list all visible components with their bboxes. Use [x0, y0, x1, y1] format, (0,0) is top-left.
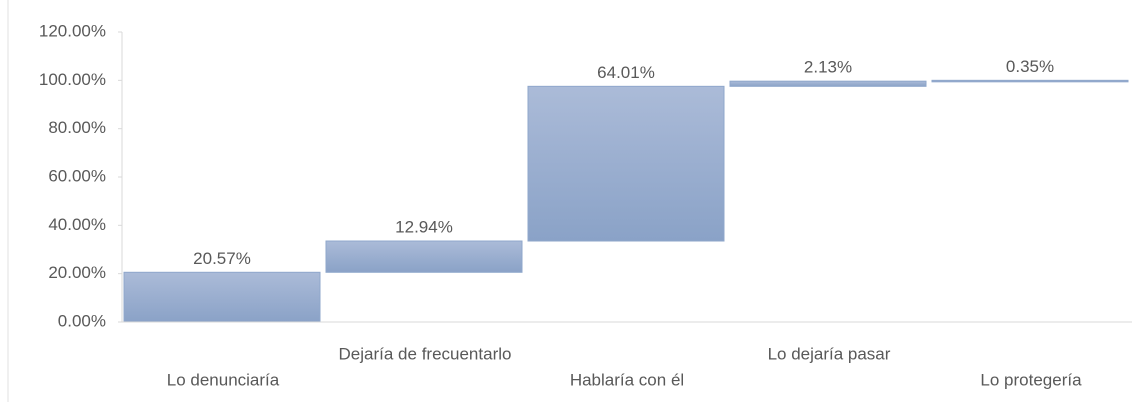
y-tick-label: 60.00%: [48, 166, 106, 185]
x-tick-label: Lo dejaría pasar: [768, 344, 891, 363]
bar: [527, 85, 725, 242]
data-label: 2.13%: [804, 58, 852, 77]
y-tick-label: 0.00%: [58, 311, 106, 330]
bar: [123, 271, 321, 323]
y-tick-label: 120.00%: [39, 21, 106, 40]
x-tick-label: Dejaría de frecuentarlo: [339, 344, 512, 363]
data-label: 0.35%: [1006, 57, 1054, 76]
y-tick-label: 100.00%: [39, 70, 106, 89]
y-tick-label: 20.00%: [48, 263, 106, 282]
bar: [729, 80, 927, 87]
y-tick-label: 40.00%: [48, 215, 106, 234]
data-label: 64.01%: [597, 63, 655, 82]
data-label: 20.57%: [193, 249, 251, 268]
x-tick-label: Lo protegería: [980, 370, 1082, 389]
bar: [931, 79, 1129, 83]
x-tick-label: Lo denunciaría: [167, 370, 280, 389]
data-label: 12.94%: [395, 218, 453, 237]
bar: [325, 240, 523, 273]
y-tick-label: 80.00%: [48, 118, 106, 137]
x-tick-label: Hablaría con él: [570, 370, 684, 389]
